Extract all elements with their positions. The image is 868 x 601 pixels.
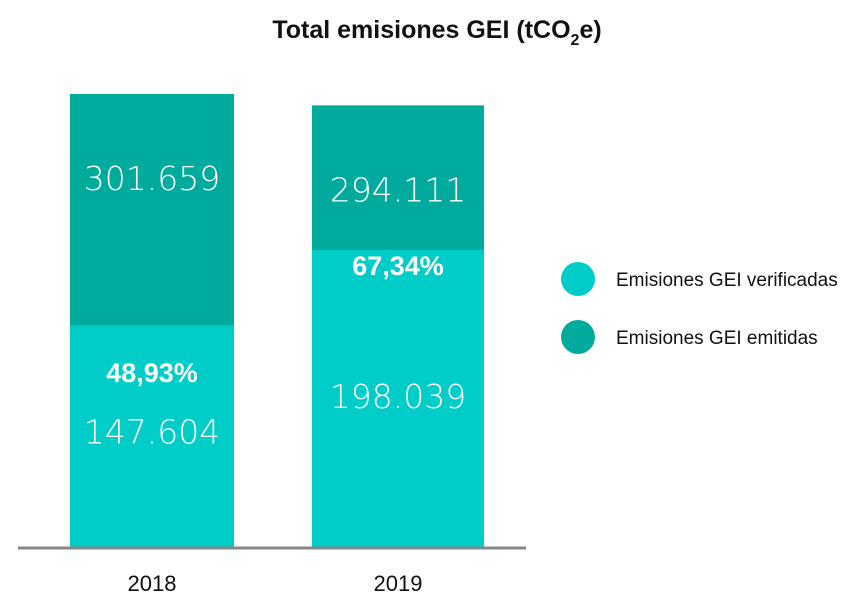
labels-layer: 147.604 48,93% 301.659 198.039 67,34% 294.111 (84, 159, 466, 452)
legend-label-emitted: Emisiones GEI emitidas (616, 328, 818, 349)
value-label-total-2018: 301.659 (84, 159, 220, 198)
legend-swatch-verified (561, 262, 595, 296)
value-label-verified-2019: 198.039 (330, 377, 466, 416)
bar-verified-2018 (70, 325, 234, 548)
chart-title: Total emisiones GEI (tCO2e) (272, 16, 601, 49)
bar-emitted-2019 (312, 105, 484, 250)
legend: Emisiones GEI verificadas Emisiones GEI e… (561, 262, 838, 354)
chart-title-suffix: e) (579, 16, 601, 44)
x-axis-ticks: 2018 2019 (128, 571, 423, 596)
bar-emitted-2018 (70, 94, 234, 326)
value-label-verified-2018: 147.604 (84, 413, 220, 452)
legend-swatch-emitted (561, 320, 595, 354)
legend-label-verified: Emisiones GEI verificadas (616, 270, 838, 291)
x-tick-label-2019: 2019 (374, 571, 423, 596)
chart-title-subscript: 2 (571, 32, 580, 49)
x-tick-label-2018: 2018 (128, 571, 177, 596)
bars-layer (70, 94, 484, 548)
chart-title-main: Total emisiones GEI (tCO (272, 16, 570, 44)
value-label-total-2019: 294.111 (330, 170, 466, 209)
percent-label-2019: 67,34% (352, 251, 444, 281)
percent-label-2018: 48,93% (106, 358, 198, 388)
bar-verified-2019 (312, 249, 484, 548)
